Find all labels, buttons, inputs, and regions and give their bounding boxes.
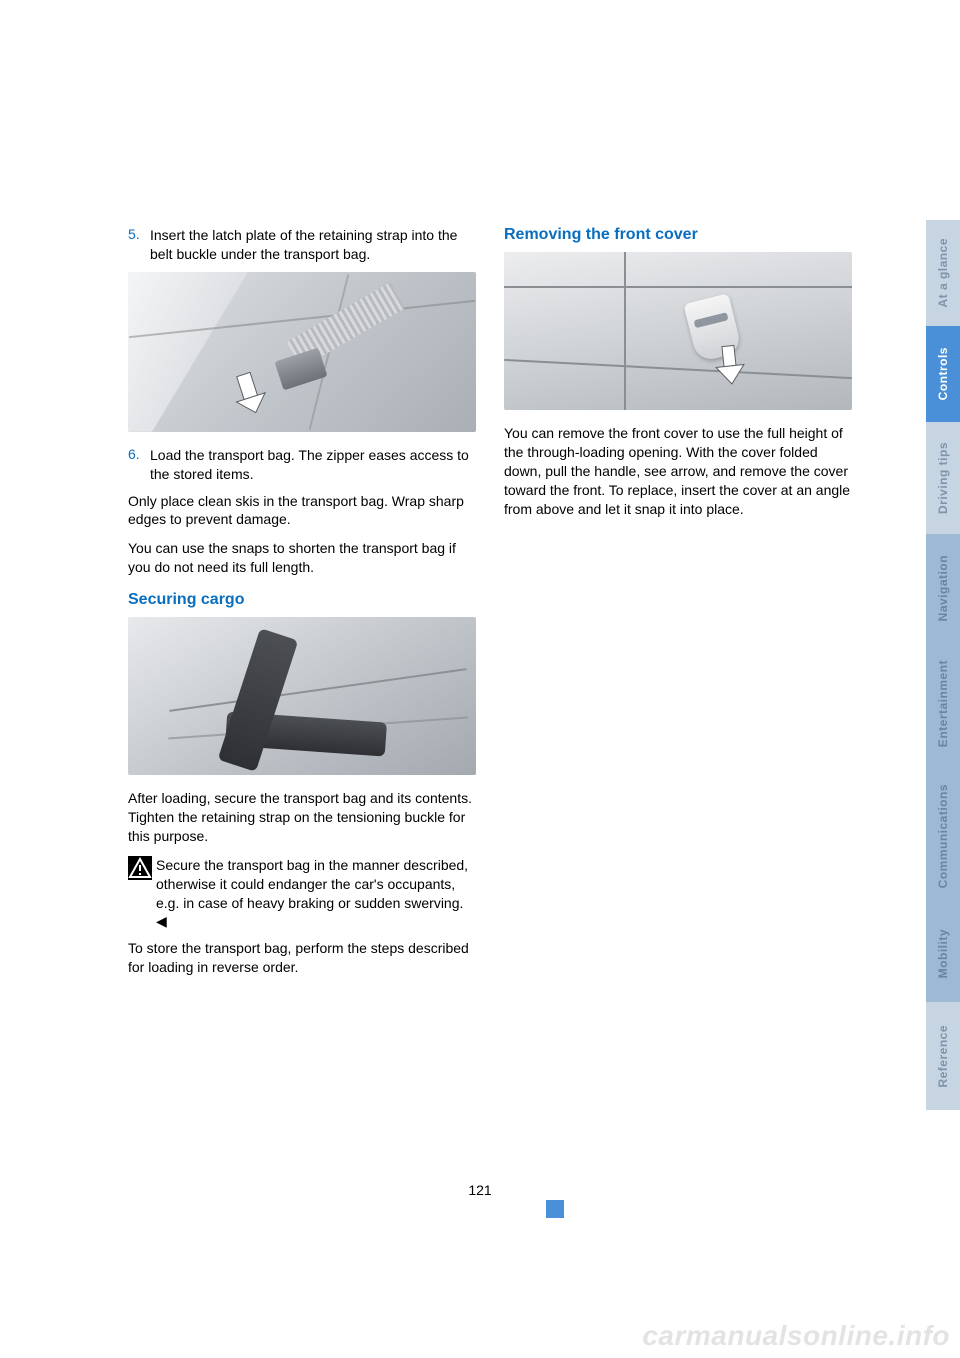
warning-icon <box>128 856 156 932</box>
section-tab[interactable]: Entertainment <box>926 642 960 766</box>
step-number: 6. <box>128 446 150 484</box>
step-text: Insert the latch plate of the retaining … <box>150 226 476 264</box>
heading-securing-cargo: Securing cargo <box>128 591 476 609</box>
body-text: You can remove the front cover to use th… <box>504 424 852 518</box>
body-text: You can use the snaps to shorten the tra… <box>128 539 476 577</box>
step-6: 6. Load the transport bag. The zipper ea… <box>128 446 476 484</box>
step-5: 5. Insert the latch plate of the retaini… <box>128 226 476 264</box>
arrow-icon <box>704 344 756 388</box>
warning-note: Secure the transport bag in the manner d… <box>128 856 476 932</box>
manual-page: At a glance Controls Driving tips Navigatio… <box>0 0 960 1358</box>
section-tabs: At a glance Controls Driving tips Navigatio… <box>926 220 960 1110</box>
body-text: Only place clean skis in the transport b… <box>128 492 476 530</box>
content: 5. Insert the latch plate of the retaini… <box>128 226 888 987</box>
right-column: Removing the front cover M/06600CM You c… <box>504 226 852 987</box>
arrow-icon <box>216 368 280 416</box>
step-text: Load the transport bag. The zipper eases… <box>150 446 476 484</box>
section-tab-label: At a glance <box>936 238 950 308</box>
section-tab[interactable]: At a glance <box>926 220 960 326</box>
figure-securing-cargo: M/06730CM <box>128 617 476 775</box>
body-text: To store the transport bag, perform the … <box>128 939 476 977</box>
section-tab-label: Driving tips <box>936 442 950 514</box>
section-tab[interactable]: Mobility <box>926 906 960 1002</box>
page-number-marker <box>546 1200 564 1218</box>
step-number: 5. <box>128 226 150 264</box>
page-number: 121 <box>0 1182 960 1198</box>
section-tab[interactable]: Controls <box>926 326 960 422</box>
figure-credit: M/06600CM <box>852 331 853 384</box>
figure-credit: M/06770CM <box>476 352 477 405</box>
section-tab-label: Controls <box>936 347 950 400</box>
section-tab-label: Navigation <box>936 555 950 621</box>
section-tab-label: Entertainment <box>936 660 950 747</box>
section-tab[interactable]: Driving tips <box>926 422 960 534</box>
section-tab-label: Communications <box>936 784 950 888</box>
section-tab[interactable]: Communications <box>926 766 960 906</box>
figure-latch-plate: M/06770CM <box>128 272 476 432</box>
left-column: 5. Insert the latch plate of the retaini… <box>128 226 476 987</box>
section-tab[interactable]: Reference <box>926 1002 960 1110</box>
section-tab-label: Mobility <box>936 929 950 978</box>
figure-credit: M/06730CM <box>476 696 477 749</box>
warning-text: Secure the transport bag in the manner d… <box>156 856 476 932</box>
figure-removing-cover: M/06600CM <box>504 252 852 410</box>
heading-removing-cover: Removing the front cover <box>504 226 852 244</box>
section-tab[interactable]: Navigation <box>926 534 960 642</box>
body-text: After loading, secure the transport bag … <box>128 789 476 846</box>
section-tab-label: Reference <box>936 1025 950 1088</box>
watermark: carmanualsonline.info <box>642 1320 950 1352</box>
